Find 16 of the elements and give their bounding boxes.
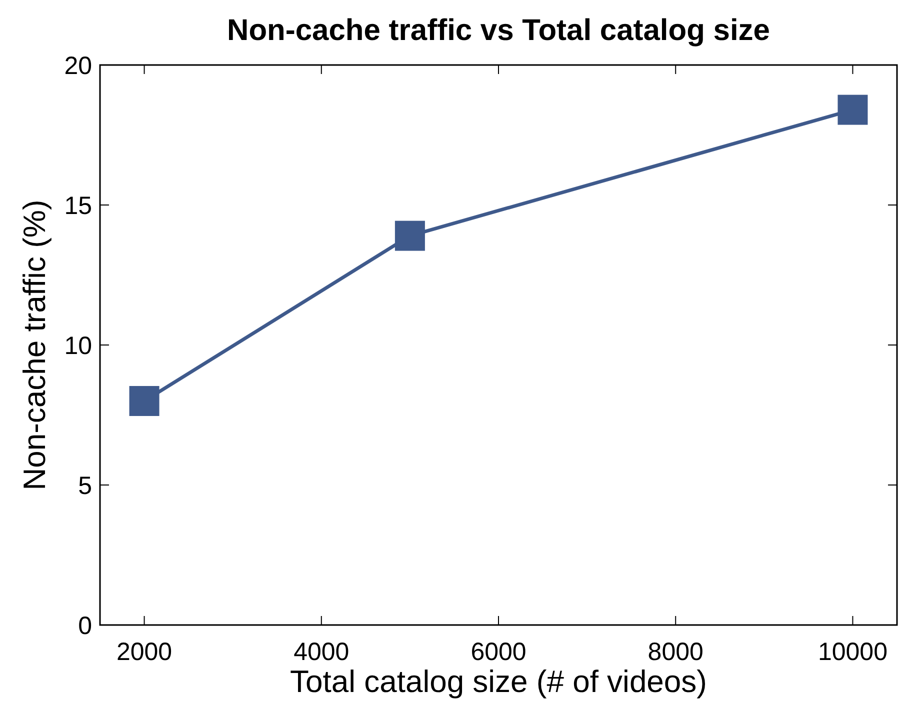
x-tick-label: 4000	[294, 638, 350, 666]
point	[129, 386, 160, 416]
point	[838, 94, 868, 125]
point	[394, 220, 425, 251]
chart-title: Non-cache traffic vs Total catalog size	[227, 14, 770, 47]
y-tick-label: 5	[78, 472, 92, 500]
y-tick-label: 10	[64, 332, 92, 360]
x-axis-title: Total catalog size (# of videos)	[290, 664, 707, 699]
x-tick-label: 6000	[470, 638, 526, 666]
y-tick-label: 20	[64, 52, 92, 80]
y-tick-label: 0	[78, 612, 92, 640]
x-tick-label: 10000	[818, 638, 888, 666]
y-axis-title: Non-cache traffic (%)	[17, 200, 52, 490]
x-tick-label: 8000	[648, 638, 704, 666]
y-tick-label: 15	[64, 192, 92, 220]
x-tick-label: 2000	[116, 638, 172, 666]
